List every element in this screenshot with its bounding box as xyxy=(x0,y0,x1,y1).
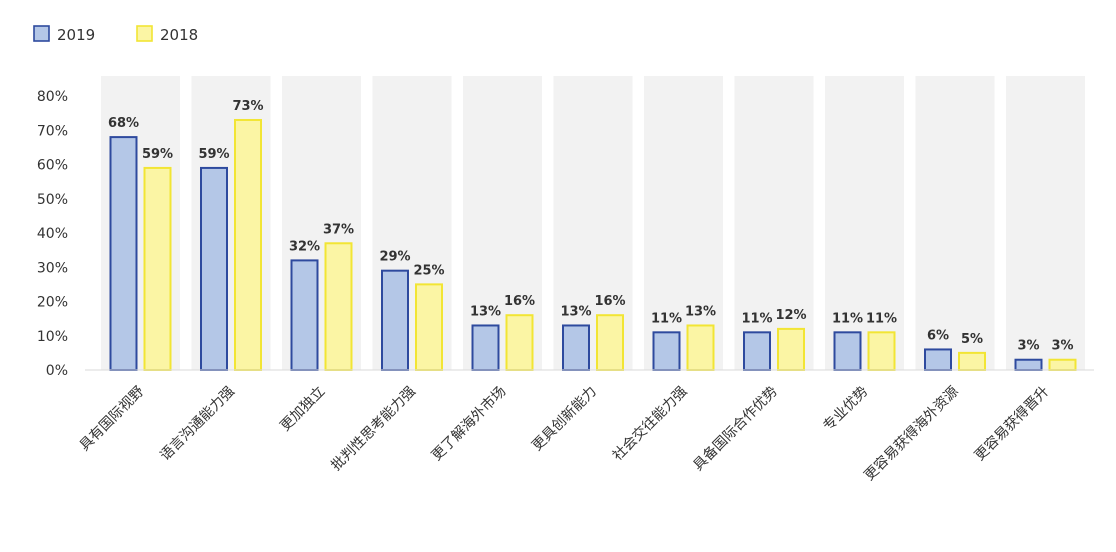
y-tick-label: 60% xyxy=(37,158,68,174)
legend-label-2019: 2019 xyxy=(57,26,95,44)
bar-2019 xyxy=(200,166,228,371)
bar-2018 xyxy=(234,118,262,371)
data-label-2019: 11% xyxy=(832,311,863,326)
data-label-2018: 16% xyxy=(594,294,625,309)
y-axis: 0% 10% 20% 30% 40% 50% 60% 70% 80% xyxy=(37,89,68,379)
data-label-2019: 3% xyxy=(1017,339,1039,354)
data-label-2018: 16% xyxy=(504,294,535,309)
bar-2019 xyxy=(1014,358,1043,372)
x-tick-label: 更容易获得海外资源 xyxy=(861,383,962,484)
data-label-2019: 59% xyxy=(198,147,229,162)
category-band xyxy=(825,76,904,370)
data-label-2019: 68% xyxy=(108,116,139,131)
legend: 2019 2018 xyxy=(33,25,198,44)
bar-2018 xyxy=(596,314,624,372)
bar-2019 xyxy=(833,331,862,372)
bar-2018 xyxy=(143,166,172,371)
x-tick-label: 社会交往能力强 xyxy=(609,383,690,464)
data-label-2018: 25% xyxy=(413,263,444,278)
category-band xyxy=(1006,76,1085,370)
data-labels: 68%59% 59%73%32%37%29%25%13%16%13%16%11% 1… xyxy=(108,99,1074,354)
x-tick-label: 语言沟通能力强 xyxy=(157,384,238,465)
category-band xyxy=(644,76,723,370)
bar-2019 xyxy=(381,269,409,371)
data-label-2018: 3% xyxy=(1051,339,1073,354)
data-label-2019: 13% xyxy=(560,304,591,319)
bar-2019 xyxy=(743,331,771,372)
legend-swatch-2018 xyxy=(136,25,153,42)
x-tick-label: 更具创新能力 xyxy=(529,384,600,455)
data-label-2019: 11% xyxy=(741,311,772,326)
y-tick-label: 50% xyxy=(37,192,68,208)
y-tick-label: 70% xyxy=(37,123,68,139)
x-tick-label: 批判性思考能力强 xyxy=(328,384,419,475)
bar-2018 xyxy=(686,324,715,372)
x-tick-label: 更了解海外市场 xyxy=(428,383,509,464)
y-tick-label: 40% xyxy=(37,226,68,242)
data-label-2019: 13% xyxy=(470,304,501,319)
bar-2019 xyxy=(109,136,138,371)
y-tick-label: 10% xyxy=(37,329,68,345)
x-tick-label: 更加独立 xyxy=(277,384,328,435)
legend-swatch-2019 xyxy=(33,25,50,42)
category-band xyxy=(915,76,995,370)
data-label-2019: 6% xyxy=(927,328,949,343)
bar-2018 xyxy=(1048,358,1077,372)
data-label-2018: 11% xyxy=(866,311,897,326)
bar-2018 xyxy=(505,314,534,372)
data-label-2019: 32% xyxy=(289,239,320,254)
data-label-2018: 12% xyxy=(775,308,806,323)
x-tick-label: 具备国际合作优势 xyxy=(690,383,781,474)
x-tick-label: 更容易获得晋升 xyxy=(971,383,1052,464)
data-label-2018: 59% xyxy=(142,147,173,162)
data-label-2019: 29% xyxy=(379,250,410,265)
bar-2018 xyxy=(324,242,353,371)
bar-2019 xyxy=(562,324,590,372)
x-tick-label: 具有国际视野 xyxy=(77,384,148,455)
bar-2019 xyxy=(471,324,500,372)
data-label-2018: 5% xyxy=(961,332,983,347)
y-tick-label: 20% xyxy=(37,295,68,311)
bar-2019 xyxy=(290,259,319,371)
y-tick-label: 30% xyxy=(37,260,68,276)
y-tick-label: 80% xyxy=(37,89,68,105)
bar-2019 xyxy=(652,331,681,372)
bar-2018 xyxy=(867,331,896,372)
data-label-2018: 13% xyxy=(685,304,716,319)
bar-2018 xyxy=(777,327,805,371)
bar-2018 xyxy=(415,283,443,371)
legend-label-2018: 2018 xyxy=(160,26,198,44)
bar-2019 xyxy=(924,348,952,372)
category-band xyxy=(734,76,814,370)
x-tick-label: 专业优势 xyxy=(820,384,871,435)
data-label-2019: 11% xyxy=(651,311,682,326)
y-tick-label: 0% xyxy=(46,363,68,379)
data-label-2018: 73% xyxy=(232,99,263,114)
bar-2018 xyxy=(958,351,986,371)
data-label-2018: 37% xyxy=(323,222,354,237)
x-axis-labels: 具有国际视野 语言沟通能力强 更加独立 批判性思考能力强 更了解海外市场 更具创新能力 社会… xyxy=(77,383,1053,484)
bars xyxy=(109,118,1077,372)
